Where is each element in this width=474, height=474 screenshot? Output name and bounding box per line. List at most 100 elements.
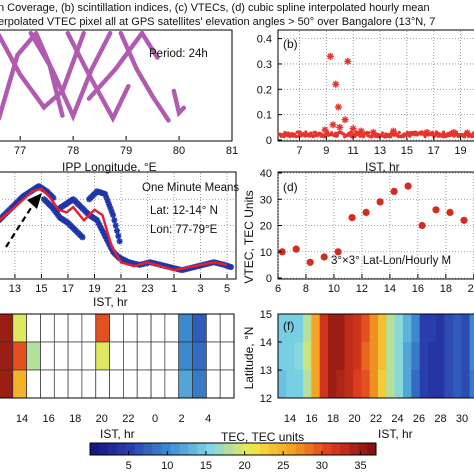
hourly-point-6 xyxy=(362,208,370,216)
panel-b-xtick-19: 19 xyxy=(454,145,466,157)
colorbar-cell xyxy=(215,443,225,455)
panel-e-xtick-2: 2 xyxy=(179,413,185,425)
panel-f-cell xyxy=(461,342,470,371)
panel-e-cell xyxy=(81,369,97,399)
s4-baseline-point xyxy=(349,130,353,134)
panel-a-xtick-81: 81 xyxy=(226,145,238,157)
s4-point-7 xyxy=(349,125,357,133)
hourly-point-4 xyxy=(334,248,342,256)
colorbar-cell xyxy=(116,443,127,455)
colorbar-cell xyxy=(98,443,109,455)
s4-baseline-point xyxy=(380,131,384,135)
panel-f-cell xyxy=(344,370,354,399)
panel-d-ytick-40: 40 xyxy=(260,168,272,180)
panel-e-cell xyxy=(53,341,69,371)
panel-f-cell xyxy=(353,342,362,371)
colorbar-cell xyxy=(233,443,243,455)
colorbar-cell xyxy=(161,443,171,455)
vtec-scatter-point xyxy=(228,264,235,271)
panel-e-cell xyxy=(178,369,193,399)
colorbar-cell xyxy=(358,443,368,455)
panel-f-cell xyxy=(319,342,329,371)
panel-c-legend-1: One Minute Means xyxy=(142,182,239,194)
colorbar-cell xyxy=(107,443,118,455)
ipp-track-2 xyxy=(28,30,113,122)
panel-a-period: Period: 24h xyxy=(149,48,208,60)
panel-e-cell xyxy=(219,341,235,371)
s4-point-1 xyxy=(344,57,352,65)
panel-f-cell xyxy=(386,342,395,371)
panel-c-xtick-17: 17 xyxy=(62,283,74,295)
panel-e-cell xyxy=(150,341,166,371)
s4-point-13 xyxy=(450,128,458,136)
panel-f-cell xyxy=(278,342,287,371)
colorbar-cell xyxy=(90,443,100,455)
panel-d-xtick-20: 20 xyxy=(468,283,474,295)
panel-e-cell xyxy=(109,341,124,371)
colorbar-cell xyxy=(322,443,332,455)
panel-c-xtick-23: 23 xyxy=(141,283,153,295)
panel-c-xtick-15: 15 xyxy=(35,283,47,295)
hourly-point-10 xyxy=(418,221,426,230)
panel-f-cell xyxy=(303,342,312,371)
hourly-point-3 xyxy=(320,253,328,261)
panel-f-cell xyxy=(311,342,320,371)
panel-f-xtick-28: 28 xyxy=(434,413,446,425)
s4-baseline-point xyxy=(441,135,445,139)
panel-f-cell xyxy=(436,314,445,343)
panel-e-cell xyxy=(164,341,180,371)
panel-f-ytick-13: 13 xyxy=(260,365,272,377)
colorbar-cell xyxy=(134,443,144,455)
ipp-track-5 xyxy=(118,30,171,123)
panel-f-xtick-20: 20 xyxy=(348,413,360,425)
s4-baseline-point xyxy=(318,132,322,136)
colorbar-tick-25: 25 xyxy=(277,460,289,472)
panel-b-xtick-7: 7 xyxy=(296,145,302,157)
panel-f-xtick-30: 30 xyxy=(456,413,468,425)
s4-baseline-point xyxy=(388,135,393,139)
panel-b-xtick-11: 11 xyxy=(347,145,358,157)
hourly-point-7 xyxy=(376,198,384,206)
colorbar-tick-30: 30 xyxy=(316,460,328,472)
panel-f-cell xyxy=(328,314,337,343)
panel-f-cell xyxy=(436,342,445,371)
panel-b-x-ticks: 7 9 11 13 15 17 19 xyxy=(296,136,467,157)
colorbar-tick-15: 15 xyxy=(200,460,212,472)
panel-f-cell xyxy=(353,314,362,343)
panel-f-cell xyxy=(336,314,345,343)
panel-f-cell xyxy=(328,342,337,371)
panel-d-xtick-8: 8 xyxy=(303,283,309,295)
panel-f-cell xyxy=(403,370,412,399)
panel-d: (d) 3°×3° Lat-Lon/Hourly M 0 10 20 30 40 6 8 1… xyxy=(242,168,474,295)
panel-f-cell xyxy=(294,314,304,343)
panel-f-cell xyxy=(286,342,295,371)
panel-f-cell xyxy=(419,370,429,399)
panel-e-cell xyxy=(192,313,207,343)
panel-e-cell xyxy=(109,313,124,343)
ipp-track-0 xyxy=(0,28,65,121)
s4-baseline-point xyxy=(335,134,339,138)
panel-f-xtick-14: 14 xyxy=(284,413,296,425)
panel-f-cell xyxy=(286,370,295,399)
panel-d-annotation: 3°×3° Lat-Lon/Hourly M xyxy=(331,255,451,267)
panel-f-cell xyxy=(453,370,462,399)
panel-f-cell xyxy=(369,342,379,371)
panel-e-cell xyxy=(109,369,124,399)
panel-e-cell xyxy=(12,341,27,371)
hourly-point-5 xyxy=(348,214,356,222)
s4-point-6 xyxy=(336,123,344,131)
panel-f-xtick-22: 22 xyxy=(370,413,382,425)
panel-e-cell xyxy=(40,313,55,343)
panel-a-xtick-80: 80 xyxy=(173,145,185,157)
colorbar-tick-5: 5 xyxy=(126,460,132,472)
colorbar-cell xyxy=(268,443,278,455)
panel-e-xtick-14: 14 xyxy=(16,413,28,425)
panel-e-cell xyxy=(0,369,14,399)
panel-d-ytick-30: 30 xyxy=(260,194,272,206)
s4-point-12 xyxy=(423,128,431,136)
panel-e-cell xyxy=(95,341,110,371)
panel-d-xtick-16: 16 xyxy=(412,283,424,295)
panel-e-cell xyxy=(123,341,138,371)
panel-f-xtick-24: 24 xyxy=(391,413,403,425)
panel-b-xtick-13: 13 xyxy=(374,145,386,157)
